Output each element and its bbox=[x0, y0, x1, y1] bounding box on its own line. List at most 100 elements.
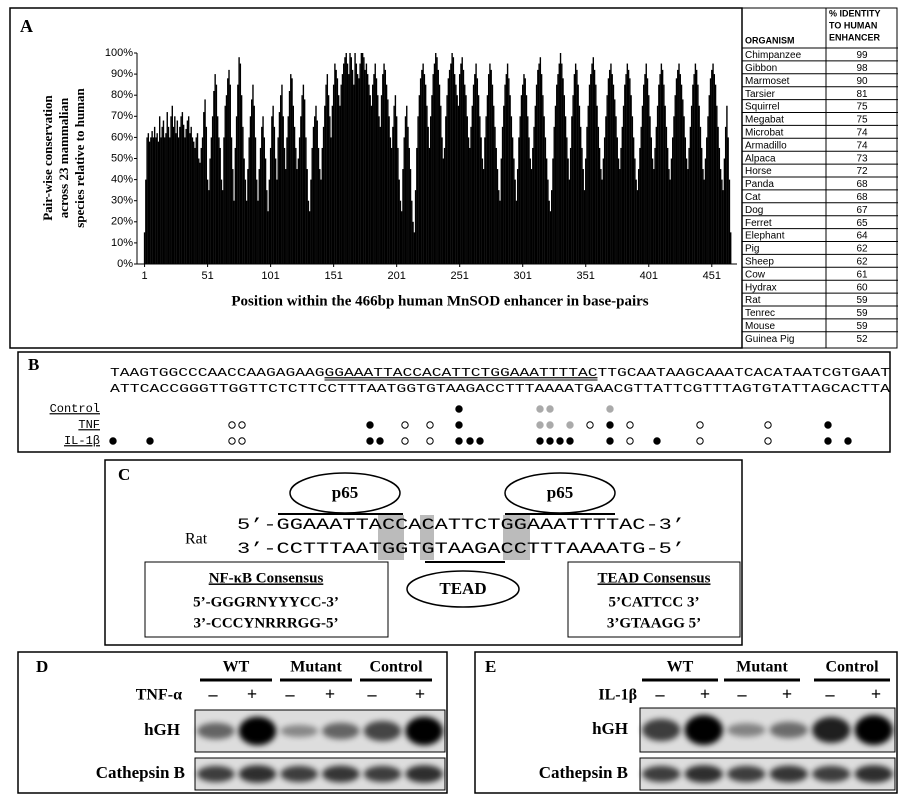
bar bbox=[462, 57, 463, 264]
dot bbox=[607, 406, 613, 412]
bar bbox=[445, 116, 446, 264]
bar bbox=[560, 53, 561, 264]
bar bbox=[717, 127, 718, 264]
bar bbox=[264, 137, 265, 264]
bar bbox=[619, 169, 620, 264]
table-cell: 68 bbox=[856, 192, 868, 203]
band bbox=[727, 723, 765, 736]
table-cell: Tarsier bbox=[745, 89, 776, 100]
bar bbox=[391, 148, 392, 264]
bar bbox=[146, 137, 147, 264]
table-cell: Gibbon bbox=[745, 63, 777, 74]
bar bbox=[216, 85, 217, 264]
bar bbox=[397, 148, 398, 264]
bar bbox=[526, 95, 527, 264]
bar bbox=[559, 64, 560, 264]
bar bbox=[275, 159, 276, 265]
bar bbox=[498, 190, 499, 264]
bar bbox=[301, 95, 302, 264]
bar bbox=[663, 85, 664, 264]
dot bbox=[537, 422, 543, 428]
sequence: 5’-GGAAATTACCACATTCTGGAAATTTTAC-3’ bbox=[237, 516, 685, 534]
bar bbox=[226, 95, 227, 264]
bar bbox=[667, 148, 668, 264]
bar bbox=[477, 78, 478, 264]
group-label: Control bbox=[369, 659, 423, 676]
bar bbox=[680, 74, 681, 264]
bar bbox=[218, 137, 219, 264]
bar bbox=[380, 127, 381, 264]
bar bbox=[443, 159, 444, 265]
bar bbox=[225, 106, 226, 264]
bar bbox=[162, 127, 163, 264]
bar bbox=[212, 116, 213, 264]
bar bbox=[487, 95, 488, 264]
bar bbox=[673, 116, 674, 264]
bar bbox=[425, 85, 426, 264]
consensus-title: NF-κB Consensus bbox=[209, 570, 324, 586]
bar bbox=[726, 106, 727, 264]
bar bbox=[632, 116, 633, 264]
bar bbox=[217, 116, 218, 264]
bar bbox=[690, 127, 691, 264]
x-tick-label: 51 bbox=[201, 270, 213, 282]
bar bbox=[545, 137, 546, 264]
bar bbox=[173, 127, 174, 264]
table-cell: 59 bbox=[856, 308, 868, 319]
group-label: WT bbox=[223, 659, 250, 676]
bar bbox=[317, 121, 318, 264]
sequence: TAAGTGGCCCAACCAAGAGAAG bbox=[110, 366, 325, 380]
x-tick-label: 301 bbox=[514, 270, 532, 282]
bar bbox=[395, 95, 396, 264]
bar bbox=[402, 169, 403, 264]
bar bbox=[475, 64, 476, 264]
lane-sign: – bbox=[367, 684, 378, 704]
dot bbox=[537, 438, 543, 444]
bar bbox=[555, 106, 556, 264]
p65-label: p65 bbox=[332, 483, 358, 502]
bar bbox=[279, 112, 280, 264]
table-cell: Elephant bbox=[745, 231, 785, 242]
table-cell: 99 bbox=[856, 50, 868, 61]
bar bbox=[238, 57, 239, 264]
panel-label: E bbox=[485, 657, 496, 676]
bar bbox=[509, 95, 510, 264]
bar bbox=[637, 190, 638, 264]
bar bbox=[375, 64, 376, 264]
bar bbox=[550, 211, 551, 264]
bar bbox=[676, 78, 677, 264]
bar bbox=[274, 127, 275, 264]
bar bbox=[623, 106, 624, 264]
table-cell: 62 bbox=[856, 256, 868, 267]
bar bbox=[368, 85, 369, 264]
bar bbox=[497, 169, 498, 264]
band bbox=[855, 715, 893, 745]
bar bbox=[615, 116, 616, 264]
bar bbox=[460, 64, 461, 264]
table-cell: Chimpanzee bbox=[745, 50, 802, 61]
bar bbox=[617, 137, 618, 264]
bar bbox=[151, 131, 152, 264]
bar bbox=[638, 169, 639, 264]
bar bbox=[480, 137, 481, 264]
bar bbox=[323, 127, 324, 264]
bar bbox=[364, 70, 365, 264]
table-cell: Pig bbox=[745, 244, 759, 255]
table-header: ENHANCER bbox=[829, 32, 881, 42]
bar bbox=[700, 127, 701, 264]
bar bbox=[561, 64, 562, 264]
y-tick-label: 30% bbox=[111, 195, 133, 207]
bar bbox=[720, 169, 721, 264]
bar bbox=[429, 148, 430, 264]
bar bbox=[198, 159, 199, 265]
treatment-label: IL-1β bbox=[598, 687, 637, 704]
dot bbox=[537, 406, 543, 412]
bar bbox=[145, 180, 146, 264]
bar bbox=[600, 169, 601, 264]
bar bbox=[347, 64, 348, 264]
bar bbox=[664, 106, 665, 264]
bar bbox=[164, 137, 165, 264]
y-tick-label: 40% bbox=[111, 174, 133, 186]
footprint-dots bbox=[110, 406, 851, 444]
bar bbox=[589, 85, 590, 264]
